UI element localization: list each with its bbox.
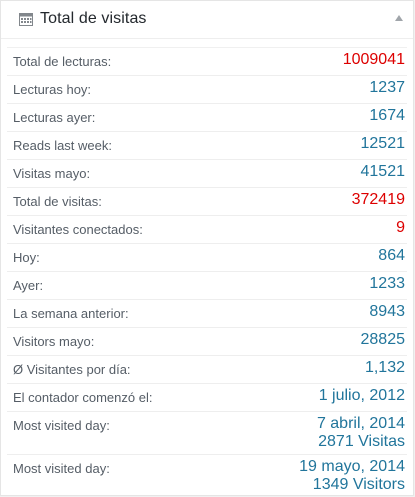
stat-label: Visitas mayo:	[13, 166, 91, 181]
stat-label: Visitantes conectados:	[13, 222, 143, 237]
stat-row-visitors-mayo: Visitors mayo: 28825	[7, 327, 407, 355]
stat-label: Total de lecturas:	[13, 54, 112, 69]
stat-label: Reads last week:	[13, 138, 112, 153]
stat-label: Ø Visitantes por día:	[13, 362, 131, 377]
stat-label: Total de visitas:	[13, 194, 102, 209]
stat-value-count: 2871 Visitas	[318, 433, 405, 450]
stat-label: Visitors mayo:	[13, 334, 95, 349]
stat-row-hoy: Hoy: 864	[7, 243, 407, 271]
stat-value: 1233	[369, 275, 405, 292]
stat-value: 28825	[360, 331, 406, 348]
stat-value: 7 abril, 2014 2871 Visitas	[317, 415, 405, 451]
stat-label: La semana anterior:	[13, 306, 129, 321]
collapse-arrow-up-icon[interactable]	[395, 15, 403, 21]
stat-row-visitantes-conectados: Visitantes conectados: 9	[7, 215, 407, 243]
calendar-icon	[19, 13, 33, 26]
stat-value: 19 mayo, 2014 1349 Visitors	[299, 458, 405, 494]
stat-row-reads-last-week: Reads last week: 12521	[7, 131, 407, 159]
stat-label: Lecturas ayer:	[13, 110, 96, 125]
stat-row-contador-comenzo: El contador comenzó el: 1 julio, 2012	[7, 383, 407, 411]
stat-row-most-visited-day: Most visited day: 19 mayo, 2014 1349 Vis…	[7, 454, 407, 497]
stat-value: 372419	[351, 191, 405, 208]
stats-list: Total de lecturas: 1009041 Lecturas hoy:…	[7, 47, 407, 495]
widget-title: Total de visitas	[40, 10, 147, 27]
stat-label: El contador comenzó el:	[13, 390, 153, 405]
stat-value: 1,132	[364, 359, 405, 376]
stat-value-date: 7 abril, 2014	[316, 415, 405, 432]
stat-row-lecturas-ayer: Lecturas ayer: 1674	[7, 103, 407, 131]
stat-label: Hoy:	[13, 250, 40, 265]
stat-row-semana-anterior: La semana anterior: 8943	[7, 299, 407, 327]
stat-value: 41521	[360, 163, 406, 180]
widget-header[interactable]: Total de visitas	[1, 1, 413, 39]
stat-label: Ayer:	[13, 278, 44, 293]
stat-value: 1 julio, 2012	[318, 387, 405, 404]
stat-row-lecturas-hoy: Lecturas hoy: 1237	[7, 75, 407, 103]
stat-row-total-lecturas: Total de lecturas: 1009041	[7, 47, 407, 75]
stat-row-ayer: Ayer: 1233	[7, 271, 407, 299]
stat-label: Lecturas hoy:	[13, 82, 92, 97]
stat-row-most-visited-day: Most visited day: 7 abril, 2014 2871 Vis…	[7, 411, 407, 454]
stat-label: Most visited day:	[13, 461, 110, 476]
stat-row-total-visitas: Total de visitas: 372419	[7, 187, 407, 215]
stat-value: 9	[396, 219, 405, 236]
stat-row-visitas-mayo: Visitas mayo: 41521	[7, 159, 407, 187]
stat-value: 864	[378, 247, 405, 264]
stat-value-count: 1349 Visitors	[312, 476, 405, 493]
stat-value: 1009041	[342, 51, 405, 68]
stat-label: Most visited day:	[13, 418, 110, 433]
stat-value: 8943	[369, 303, 405, 320]
stat-value: 12521	[360, 135, 406, 152]
stat-value: 1674	[369, 107, 405, 124]
stat-row-visitantes-por-dia: Ø Visitantes por día: 1,132	[7, 355, 407, 383]
stat-value: 1237	[369, 79, 405, 96]
stat-value-date: 19 mayo, 2014	[299, 458, 405, 475]
